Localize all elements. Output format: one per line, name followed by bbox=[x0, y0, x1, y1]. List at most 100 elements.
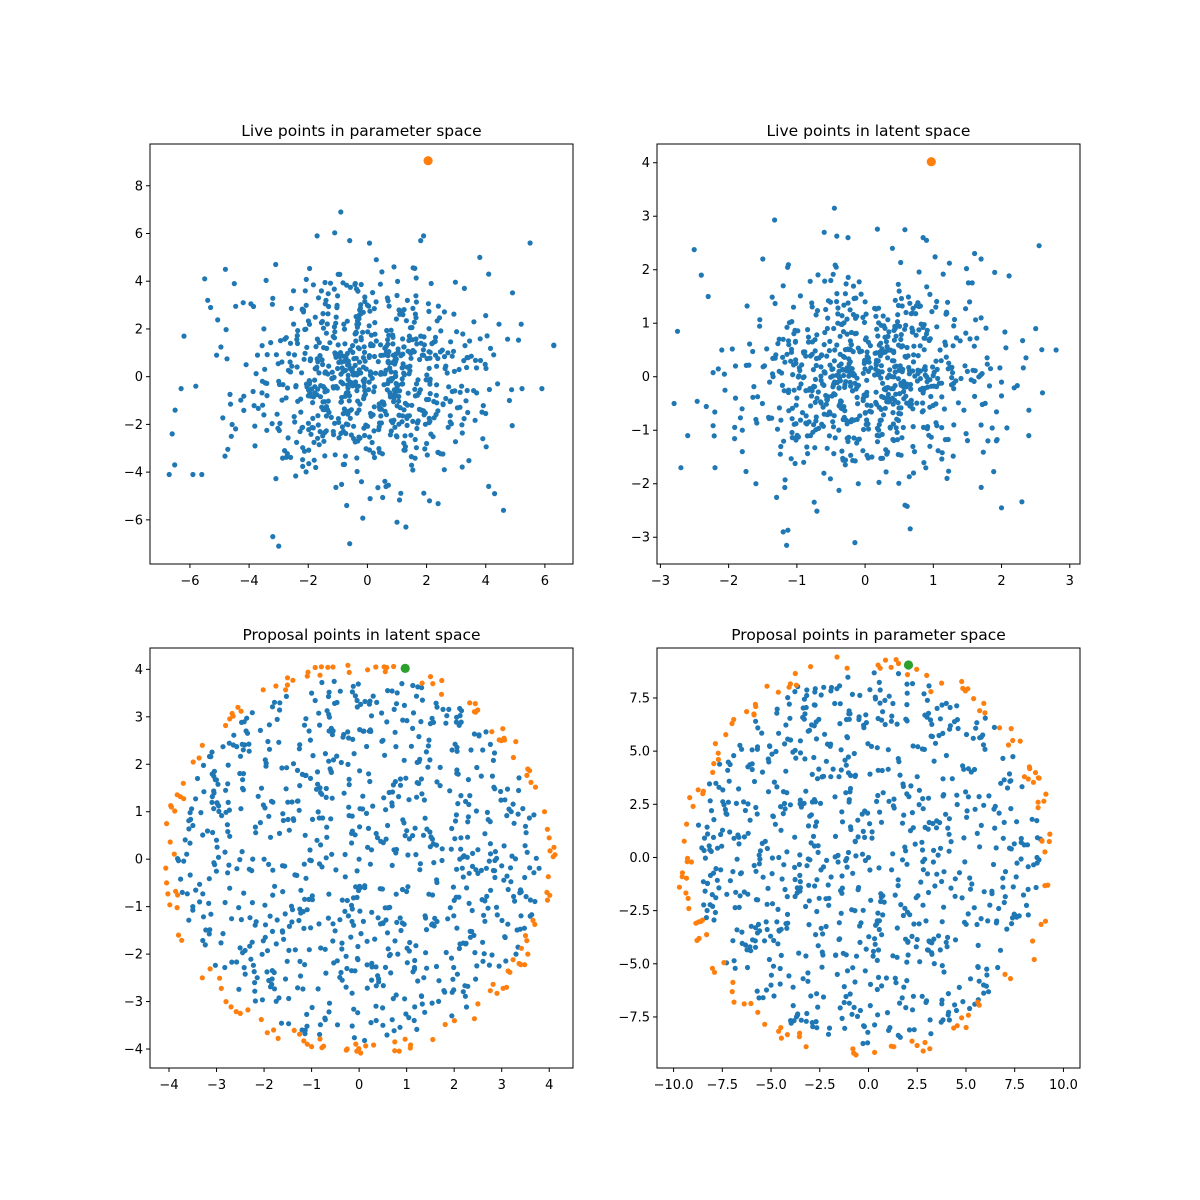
scatter-point bbox=[510, 893, 517, 900]
scatter-point bbox=[846, 711, 852, 717]
scatter-point bbox=[434, 877, 440, 883]
scatter-point bbox=[785, 338, 792, 344]
scatter-point bbox=[903, 309, 909, 316]
scatter-point bbox=[326, 1000, 333, 1006]
scatter-point bbox=[425, 301, 431, 307]
scatter-point bbox=[785, 527, 791, 533]
scatter-point bbox=[769, 371, 776, 377]
scatter-point bbox=[885, 747, 891, 753]
scatter-point bbox=[877, 665, 883, 671]
scatter-point bbox=[831, 413, 837, 419]
scatter-point bbox=[904, 344, 910, 351]
scatter-point bbox=[285, 435, 291, 441]
scatter-point bbox=[754, 744, 761, 750]
scatter-point bbox=[784, 1032, 791, 1038]
scatter-point bbox=[367, 778, 373, 785]
scatter-point bbox=[868, 403, 874, 409]
scatter-point bbox=[362, 698, 368, 705]
scatter-point bbox=[310, 282, 316, 288]
scatter-point bbox=[839, 321, 845, 327]
x-tick-label: −10.0 bbox=[654, 1078, 694, 1093]
scatter-point bbox=[884, 1010, 891, 1016]
scatter-point bbox=[911, 1027, 917, 1033]
scatter-point bbox=[954, 792, 960, 798]
scatter-point bbox=[962, 688, 969, 694]
scatter-point bbox=[285, 816, 291, 823]
scatter-point bbox=[379, 269, 385, 275]
scatter-point bbox=[994, 437, 1000, 443]
scatter-point bbox=[898, 411, 904, 417]
scatter-point bbox=[839, 809, 845, 815]
scatter-point bbox=[244, 715, 250, 721]
scatter-point bbox=[932, 740, 939, 746]
scatter-point bbox=[832, 435, 838, 441]
scatter-point bbox=[711, 817, 717, 823]
scatter-point bbox=[678, 465, 684, 471]
scatter-point bbox=[294, 333, 300, 339]
scatter-point bbox=[262, 366, 268, 372]
scatter-point bbox=[270, 799, 276, 805]
scatter-point bbox=[399, 376, 405, 382]
scatter-point bbox=[892, 369, 898, 375]
scatter-point bbox=[921, 460, 927, 466]
scatter-point bbox=[332, 452, 338, 458]
scatter-point bbox=[732, 905, 738, 911]
scatter-point bbox=[843, 762, 849, 768]
scatter-point bbox=[277, 338, 284, 344]
scatter-point bbox=[848, 452, 854, 458]
scatter-point bbox=[312, 377, 318, 383]
scatter-point bbox=[267, 834, 274, 840]
scatter-point bbox=[944, 944, 950, 950]
scatter-point bbox=[770, 355, 776, 361]
scatter-point bbox=[820, 404, 826, 410]
scatter-point bbox=[914, 936, 920, 943]
scatter-point bbox=[404, 960, 410, 966]
scatter-point bbox=[781, 862, 787, 868]
scatter-point bbox=[207, 966, 213, 972]
scatter-point bbox=[712, 741, 719, 747]
scatter-point bbox=[392, 729, 398, 735]
scatter-point bbox=[739, 427, 745, 433]
scatter-point bbox=[852, 540, 858, 546]
scatter-point bbox=[773, 748, 779, 755]
scatter-point bbox=[476, 732, 482, 738]
scatter-point bbox=[982, 710, 988, 716]
scatter-point bbox=[357, 885, 363, 891]
scatter-point bbox=[904, 978, 910, 984]
y-tick-label: 8 bbox=[135, 179, 143, 194]
scatter-point bbox=[353, 338, 359, 344]
scatter-point bbox=[895, 660, 902, 667]
scatter-point bbox=[366, 701, 372, 707]
scatter-point bbox=[398, 490, 404, 496]
scatter-point bbox=[908, 311, 914, 317]
scatter-point bbox=[903, 1005, 909, 1011]
scatter-point bbox=[1047, 831, 1053, 837]
scatter-point bbox=[382, 478, 388, 484]
scatter-point bbox=[874, 401, 880, 407]
scatter-point bbox=[417, 861, 423, 867]
scatter-point bbox=[362, 432, 368, 439]
scatter-point bbox=[378, 370, 384, 376]
scatter-point bbox=[328, 816, 334, 822]
scatter-point bbox=[252, 980, 258, 986]
scatter-point bbox=[376, 979, 382, 985]
scatter-point bbox=[248, 956, 254, 962]
scatter-point bbox=[465, 834, 471, 840]
scatter-point bbox=[788, 346, 795, 352]
scatter-point bbox=[310, 753, 316, 759]
scatter-point bbox=[439, 347, 445, 353]
scatter-point bbox=[893, 980, 899, 986]
scatter-point bbox=[949, 375, 955, 381]
scatter-point bbox=[326, 1009, 332, 1015]
scatter-point bbox=[960, 763, 966, 769]
scatter-point bbox=[980, 742, 987, 748]
scatter-point bbox=[179, 889, 185, 896]
scatter-point bbox=[485, 905, 491, 911]
scatter-point bbox=[781, 800, 788, 807]
scatter-point bbox=[924, 697, 931, 703]
scatter-point bbox=[303, 875, 309, 881]
scatter-point bbox=[783, 722, 789, 728]
scatter-point bbox=[427, 757, 433, 763]
scatter-point bbox=[451, 1018, 457, 1024]
scatter-point bbox=[306, 461, 312, 467]
